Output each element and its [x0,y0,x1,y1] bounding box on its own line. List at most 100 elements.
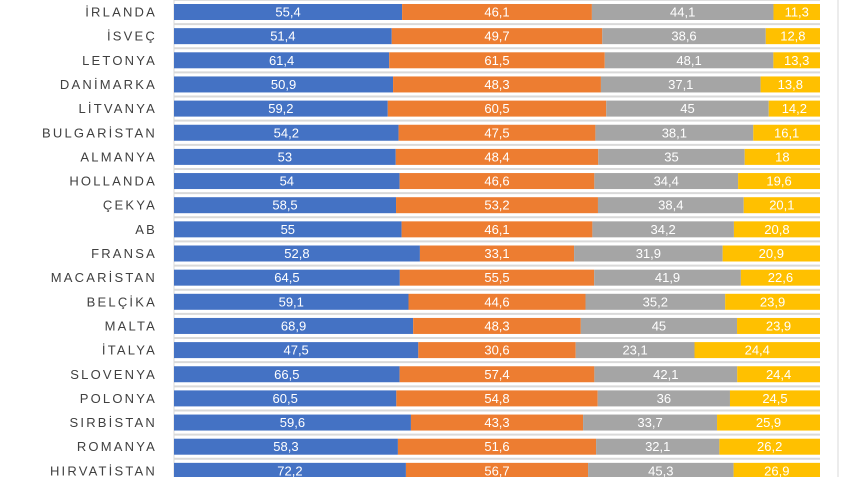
category-label: İRLANDA [85,5,157,20]
data-label: 20,1 [769,198,794,213]
data-label: 49,7 [484,29,509,44]
bar-segment-series-3 [600,76,761,93]
bar-segment-series-4 [743,197,820,214]
data-label: 54,2 [274,125,299,140]
data-label: 33,7 [637,415,662,430]
data-label: 60,5 [273,391,298,406]
bar-segment-series-1 [174,221,402,238]
bar-segment-series-4 [694,342,820,359]
data-label: 45,3 [648,463,673,477]
data-label: 72,2 [277,463,302,477]
data-label: 61,4 [269,53,294,68]
data-label: 68,9 [281,318,306,333]
bar-segment-series-1 [174,269,400,286]
bar-segment-series-3 [602,28,766,45]
bar-segment-series-2 [399,269,595,286]
data-label: 23,9 [760,294,785,309]
data-label: 30,6 [484,343,509,358]
bar-segment-series-2 [393,76,601,93]
bar-segment-series-3 [585,293,726,310]
category-label: ALMANYA [80,149,157,164]
bar-segment-series-2 [397,438,597,455]
data-label: 35,2 [643,294,668,309]
data-label: 46,1 [484,5,509,20]
category-label: SLOVENYA [70,367,157,382]
data-label: 58,5 [272,198,297,213]
bar-segment-series-3 [580,317,738,334]
bar-segment-series-2 [389,52,605,69]
data-label: 54 [280,174,294,189]
bar-segment-series-2 [410,414,584,431]
bar-segment-series-3 [575,342,695,359]
data-label: 48,4 [484,149,509,164]
bar-segment-series-4 [773,4,820,20]
data-label: 47,5 [484,125,509,140]
bar-segment-series-4 [765,28,820,45]
data-label: 13,3 [784,53,809,68]
bar-segment-series-2 [402,4,592,20]
bar-segment-series-2 [419,245,575,262]
bar-segment-series-4 [733,221,820,238]
data-label: 19,6 [766,174,791,189]
bar-segment-series-3 [595,124,754,141]
bar-segment-series-2 [413,317,581,334]
category-label: İTALYA [102,343,157,358]
category-label: SIRBİSTAN [70,415,157,430]
bar-segment-series-2 [396,197,598,214]
data-label: 59,2 [268,101,293,116]
data-label: 44,6 [484,294,509,309]
data-label: 33,1 [484,246,509,261]
bar-segment-series-2 [408,293,586,310]
bar-segment-series-1 [174,366,400,383]
bar-segment-series-2 [398,124,596,141]
data-label: 16,1 [774,125,799,140]
bar-segment-series-1 [174,124,399,141]
data-label: 55,4 [275,5,300,20]
data-label: 13,8 [778,77,803,92]
data-label: 53 [278,149,292,164]
bar-segment-series-1 [174,76,394,93]
bar-segment-series-4 [753,124,820,141]
bar-segment-series-3 [583,414,718,431]
category-label: HOLLANDA [69,174,157,189]
category-label: DANİMARKA [60,77,157,92]
bar-segment-series-4 [738,173,820,190]
bar-segment-series-4 [725,293,820,310]
data-label: 38,6 [671,29,696,44]
bar-segment-series-4 [744,148,820,165]
data-label: 44,1 [670,5,695,20]
data-label: 50,9 [271,77,296,92]
bar-segment-series-3 [588,462,734,477]
data-label: 47,5 [283,343,308,358]
bar-segment-series-4 [768,100,820,117]
category-label: LİTVANYA [78,101,157,116]
data-label: 51,6 [484,439,509,454]
bar-segment-series-3 [591,4,774,20]
bar-segment-series-2 [395,148,599,165]
bar-segment-series-1 [174,438,398,455]
category-label: FRANSA [91,246,157,261]
category-label: MALTA [105,318,157,333]
bar-segment-series-1 [174,390,397,407]
data-label: 35 [664,149,678,164]
bar-segment-series-3 [574,245,723,262]
category-label: AB [135,222,157,237]
bar-segment-series-3 [592,221,734,238]
data-label: 24,5 [762,391,787,406]
bar-segment-series-1 [174,197,397,214]
data-label: 59,6 [280,415,305,430]
bar-segment-series-2 [387,100,607,117]
bar-segment-series-3 [596,438,720,455]
category-label: MACARİSTAN [51,270,157,285]
data-label: 45 [652,318,666,333]
category-label: ÇEKYA [103,198,157,213]
data-label: 52,8 [284,246,309,261]
category-label: LETONYA [82,53,157,68]
data-label: 48,3 [484,318,509,333]
bar-segment-series-4 [717,414,820,431]
data-label: 43,3 [484,415,509,430]
bar-segment-series-1 [174,173,400,190]
bar-segment-series-4 [760,76,820,93]
data-label: 48,3 [484,77,509,92]
